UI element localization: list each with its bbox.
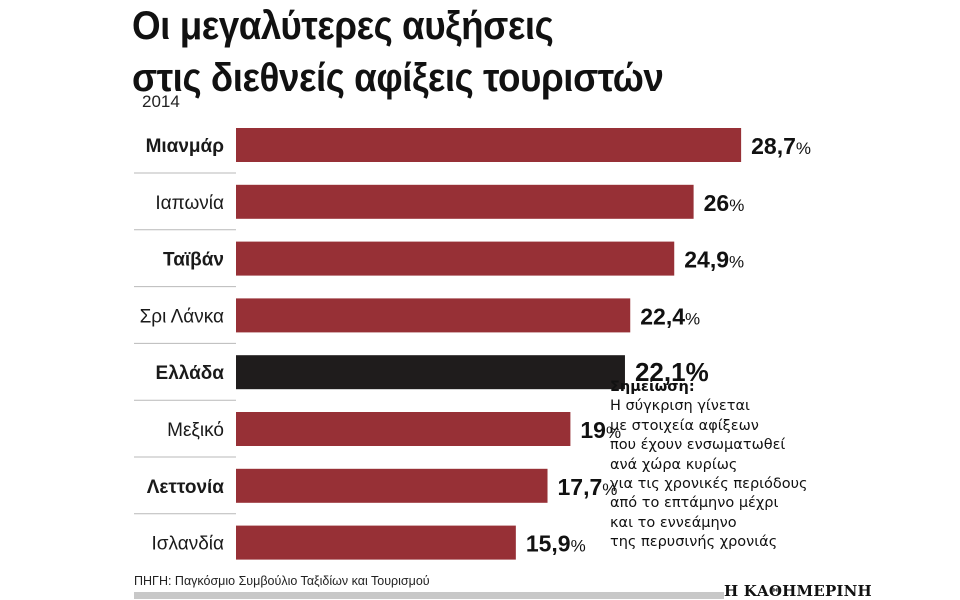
bar — [236, 241, 675, 276]
publisher-logo: Η ΚΑΘΗΜΕΡΙΝΗ — [724, 582, 872, 600]
note-line: που έχουν ενσωματωθεί — [610, 437, 786, 454]
data-label: 24,9% — [684, 247, 744, 273]
bar — [236, 184, 694, 219]
year-label: 2014 — [142, 92, 180, 111]
source-credit: ΠΗΓΗ: Παγκόσμιο Συμβούλιο Ταξιδίων και Τ… — [134, 574, 430, 588]
category-label: Σρι Λάνκα — [140, 306, 224, 327]
category-label: Ισλανδία — [152, 534, 224, 555]
note-line: και το εννεάμηνο — [610, 514, 737, 531]
title-line-2: στις διεθνείς αφίξεις τουριστών — [132, 56, 664, 100]
note-box: Σημείωση: Η σύγκριση γίνεται με στοιχεία… — [610, 378, 870, 553]
bar — [236, 525, 516, 560]
bar — [236, 298, 631, 333]
chart-title: Οι μεγαλύτερες αυξήσεις στις διεθνείς αφ… — [132, 0, 664, 104]
data-label: 17,7% — [558, 474, 618, 500]
note-line: από το επτάμηνο μέχρι — [610, 495, 779, 512]
data-label: 19% — [580, 417, 621, 443]
category-label: Ταϊβάν — [163, 250, 224, 271]
note-heading: Σημείωση: — [610, 379, 695, 395]
category-label: Ιαπωνία — [155, 193, 224, 214]
category-label: Ελλάδα — [156, 363, 225, 384]
data-label: 22,1% — [635, 357, 709, 387]
bar — [236, 468, 548, 503]
data-label: 28,7% — [751, 133, 811, 159]
note-line: της περυσινής χρονιάς — [610, 534, 778, 551]
category-label: Μεξικό — [167, 420, 224, 441]
title-line-1: Οι μεγαλύτερες αυξήσεις — [132, 4, 554, 48]
note-line: Η σύγκριση γίνεται — [610, 398, 750, 415]
bar — [236, 412, 571, 446]
category-label: Λεττονία — [147, 477, 225, 498]
note-line: για τις χρονικές περιόδους — [610, 476, 808, 493]
footer-rule — [134, 592, 724, 599]
note-line: ανά χώρα κυρίως — [610, 456, 738, 473]
note-line: με στοιχεία αφίξεων — [610, 417, 759, 434]
data-label: 26% — [704, 190, 745, 216]
highlight-bar — [236, 355, 625, 390]
category-label: Μιανμάρ — [146, 136, 225, 157]
data-label: 22,4% — [640, 303, 700, 329]
data-label: 15,9% — [526, 531, 586, 557]
bar — [236, 128, 742, 162]
